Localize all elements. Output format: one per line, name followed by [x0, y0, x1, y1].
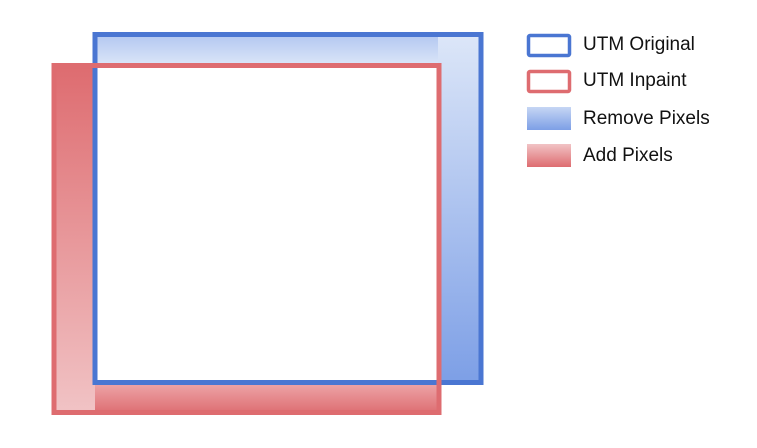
remove-pixels-right-strip — [438, 36, 480, 382]
legend-inpaint-icon — [526, 69, 572, 94]
add-pixels-bottom-strip — [95, 382, 438, 412]
utm-original-box — [92, 32, 484, 385]
add-pixels-left-strip — [55, 67, 95, 412]
legend-label-add-pixels: Add Pixels — [583, 145, 673, 166]
legend-remove-swatch-icon — [527, 107, 571, 130]
legend-label-utm-inpaint: UTM Inpaint — [583, 70, 687, 91]
legend-label-remove-pixels: Remove Pixels — [583, 108, 710, 129]
legend-add-swatch-icon — [527, 144, 571, 167]
legend-original-icon — [526, 33, 572, 58]
remove-pixels-top-strip — [96, 36, 438, 65]
legend-label-utm-original: UTM Original — [583, 34, 695, 55]
utm-inpaint-box — [51, 63, 442, 415]
